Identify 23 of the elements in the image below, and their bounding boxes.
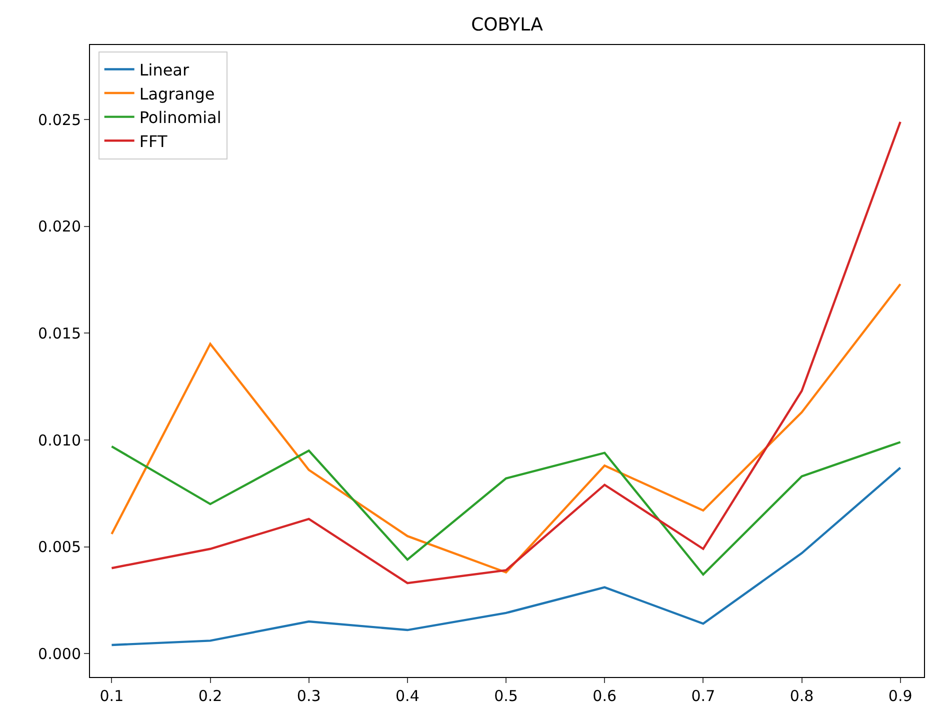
x-tick-label: 0.7 <box>691 687 716 705</box>
y-tick-label: 0.020 <box>38 218 81 236</box>
x-tick-label: 0.3 <box>296 687 321 705</box>
x-tick-label: 0.1 <box>100 687 124 705</box>
x-tick-label: 0.5 <box>494 687 518 705</box>
chart-title: COBYLA <box>471 14 544 36</box>
legend-label: Polinomial <box>139 108 222 128</box>
legend-label: Linear <box>139 60 190 80</box>
x-tick-label: 0.9 <box>888 687 912 705</box>
x-tick-label: 0.2 <box>198 687 222 705</box>
line-series <box>110 283 902 574</box>
x-tick-label: 0.6 <box>592 687 617 705</box>
line-series <box>110 466 902 646</box>
y-tick-label: 0.005 <box>38 538 81 556</box>
y-tick-label: 0.015 <box>38 324 81 342</box>
legend-label: FFT <box>139 132 168 151</box>
line-series <box>110 441 902 576</box>
x-tick-label: 0.8 <box>790 687 814 705</box>
y-tick-label: 0.010 <box>38 431 81 450</box>
y-tick-label: 0.025 <box>38 110 81 129</box>
y-tick-label: 0.000 <box>38 644 81 663</box>
x-tick-label: 0.4 <box>396 687 420 705</box>
legend-label: Lagrange <box>139 84 215 104</box>
